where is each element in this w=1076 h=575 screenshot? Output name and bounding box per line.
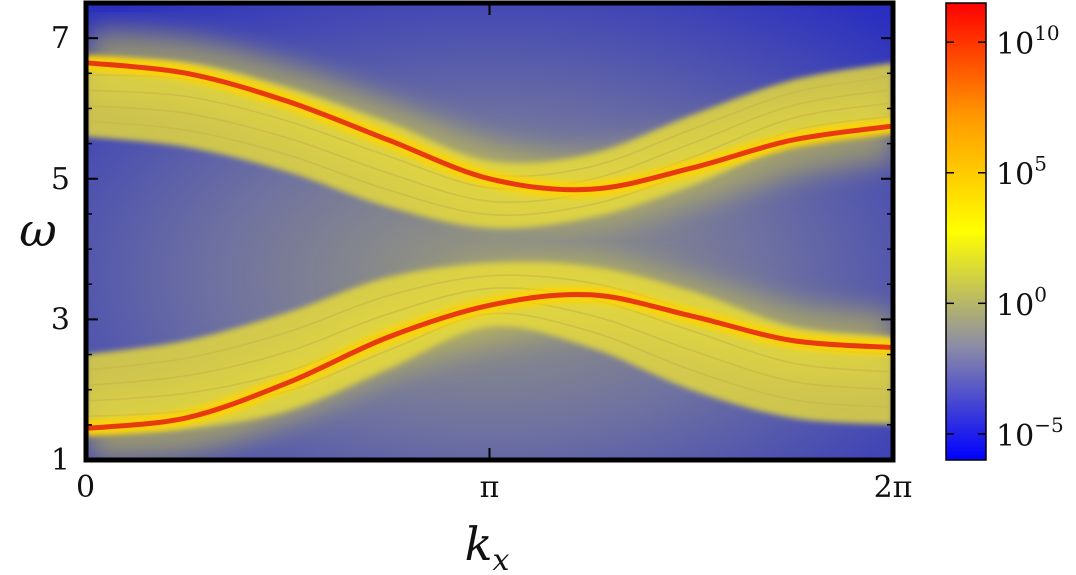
colorbar-tick-exponent: 10 (1034, 21, 1059, 45)
y-tick-label: 1 (51, 443, 70, 478)
band-1-streak (86, 102, 893, 204)
colorbar-tick-label: 10−5 (996, 413, 1064, 454)
colorbar-tick-label: 1010 (996, 21, 1060, 62)
x-axis-title-subscript: x (492, 543, 509, 575)
x-tick-label: 2π (874, 470, 913, 505)
heatmap-plot-area (86, 3, 893, 460)
colorbar-tick-label: 105 (996, 152, 1047, 193)
y-tick-label: 3 (51, 302, 70, 337)
colorbar-tick-exponent: 5 (1034, 152, 1047, 176)
colorbar-tick-label: 100 (996, 282, 1047, 323)
x-axis-title: kx (465, 517, 510, 575)
y-axis-title: ω (19, 203, 57, 257)
y-tick-label: 7 (51, 21, 70, 56)
band-1-peak-line (86, 60, 893, 193)
colorbar-tick-exponent: −5 (1034, 413, 1063, 437)
x-tick-label: π (480, 470, 500, 505)
colorbar-tick-exponent: 0 (1034, 282, 1047, 306)
y-tick-label: 5 (51, 162, 70, 197)
band-2-peak-line (86, 291, 893, 431)
x-tick-label: 0 (76, 470, 95, 505)
band-2-streak (86, 287, 893, 387)
colorbar-gradient (945, 2, 987, 461)
band-1-streak (86, 88, 893, 191)
